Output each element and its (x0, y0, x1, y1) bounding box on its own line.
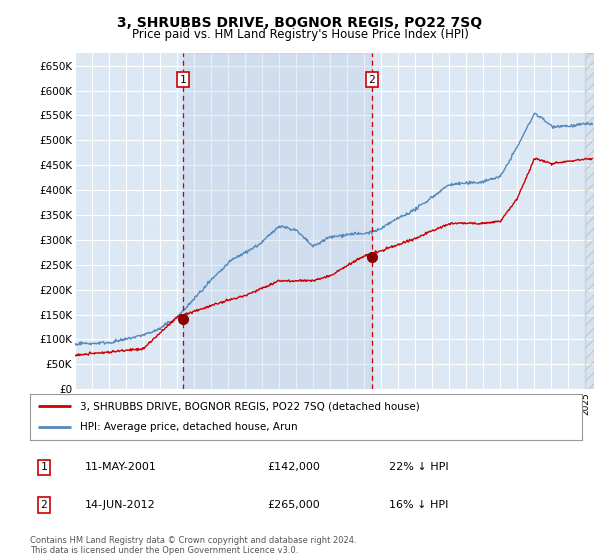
Text: 3, SHRUBBS DRIVE, BOGNOR REGIS, PO22 7SQ: 3, SHRUBBS DRIVE, BOGNOR REGIS, PO22 7SQ (118, 16, 482, 30)
Text: Contains HM Land Registry data © Crown copyright and database right 2024.
This d: Contains HM Land Registry data © Crown c… (30, 536, 356, 556)
Text: 16% ↓ HPI: 16% ↓ HPI (389, 500, 448, 510)
Text: £142,000: £142,000 (268, 463, 320, 473)
Text: 1: 1 (40, 463, 47, 473)
Text: 22% ↓ HPI: 22% ↓ HPI (389, 463, 448, 473)
Text: 11-MAY-2001: 11-MAY-2001 (85, 463, 157, 473)
Text: £265,000: £265,000 (268, 500, 320, 510)
Bar (183, 53, 372, 389)
Bar (586, 53, 594, 389)
Text: HPI: Average price, detached house, Arun: HPI: Average price, detached house, Arun (80, 422, 298, 432)
Text: Price paid vs. HM Land Registry's House Price Index (HPI): Price paid vs. HM Land Registry's House … (131, 28, 469, 41)
Text: 3, SHRUBBS DRIVE, BOGNOR REGIS, PO22 7SQ (detached house): 3, SHRUBBS DRIVE, BOGNOR REGIS, PO22 7SQ… (80, 401, 419, 411)
Text: 1: 1 (180, 74, 187, 85)
Text: 2: 2 (368, 74, 376, 85)
Text: 14-JUN-2012: 14-JUN-2012 (85, 500, 156, 510)
Text: 2: 2 (40, 500, 47, 510)
Bar (586, 53, 594, 389)
